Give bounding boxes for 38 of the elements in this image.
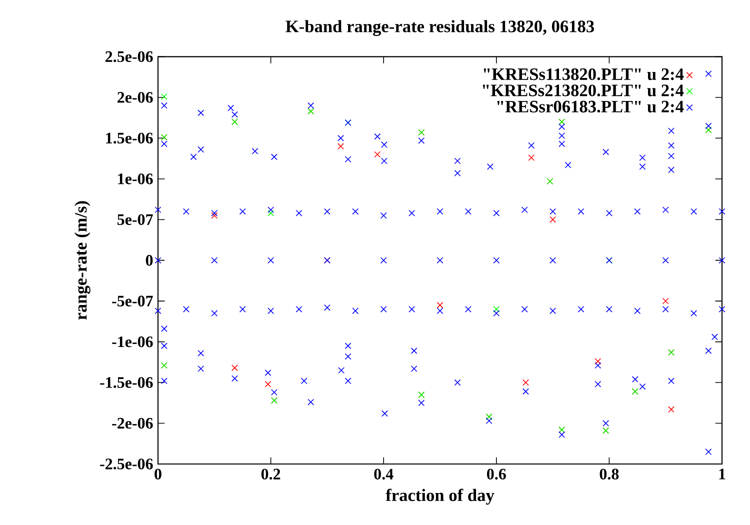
x-tick-label: 0.2 bbox=[261, 468, 280, 480]
chart-title: K-band range-rate residuals 13820, 06183 bbox=[286, 20, 594, 36]
point bbox=[550, 216, 556, 223]
point bbox=[160, 93, 168, 100]
point bbox=[668, 406, 674, 413]
legend-label: "RESsr06183.PLT" u 2:4 bbox=[497, 100, 684, 113]
y-tick-label: 2e-06 bbox=[118, 92, 153, 103]
point bbox=[493, 306, 500, 312]
point bbox=[268, 210, 274, 216]
y-tick-label: 1.5e-06 bbox=[106, 132, 153, 144]
y-tick-label: -2e-06 bbox=[112, 418, 153, 429]
point bbox=[211, 212, 218, 219]
y-tick-label: -1.5e-06 bbox=[100, 377, 153, 388]
point bbox=[594, 358, 602, 365]
x-tick-label: 0.4 bbox=[374, 468, 394, 480]
point bbox=[436, 302, 444, 308]
point bbox=[662, 298, 669, 304]
point bbox=[522, 379, 529, 386]
point bbox=[231, 364, 238, 372]
point bbox=[374, 151, 381, 158]
point bbox=[264, 380, 272, 388]
point bbox=[528, 154, 535, 161]
y-tick-label: -1e-06 bbox=[112, 336, 153, 348]
y-tick-label: 2.5e-06 bbox=[106, 51, 153, 62]
legend-label: "KRESs113820.PLT" u 2:4 bbox=[484, 68, 684, 80]
point bbox=[338, 143, 344, 150]
y-tick-label: 5e-07 bbox=[118, 214, 153, 225]
x-tick-label: 0 bbox=[154, 468, 162, 480]
y-tick-label: 0 bbox=[146, 254, 153, 266]
x-tick-label: 1 bbox=[719, 468, 726, 480]
x-tick-label: 0.6 bbox=[487, 468, 506, 480]
x-tick-label: 0.8 bbox=[600, 468, 619, 480]
y-tick-label: -5e-07 bbox=[112, 296, 153, 306]
y-tick-label: -2.5e-06 bbox=[100, 458, 153, 470]
legend-label: "KRESs213820.PLT" u 2:4 bbox=[482, 84, 684, 96]
x-axis-title: fraction of day bbox=[386, 488, 494, 505]
y-tick-label: 1e-06 bbox=[118, 173, 153, 184]
y-axis-title: range-rate (m/s) bbox=[74, 201, 90, 320]
